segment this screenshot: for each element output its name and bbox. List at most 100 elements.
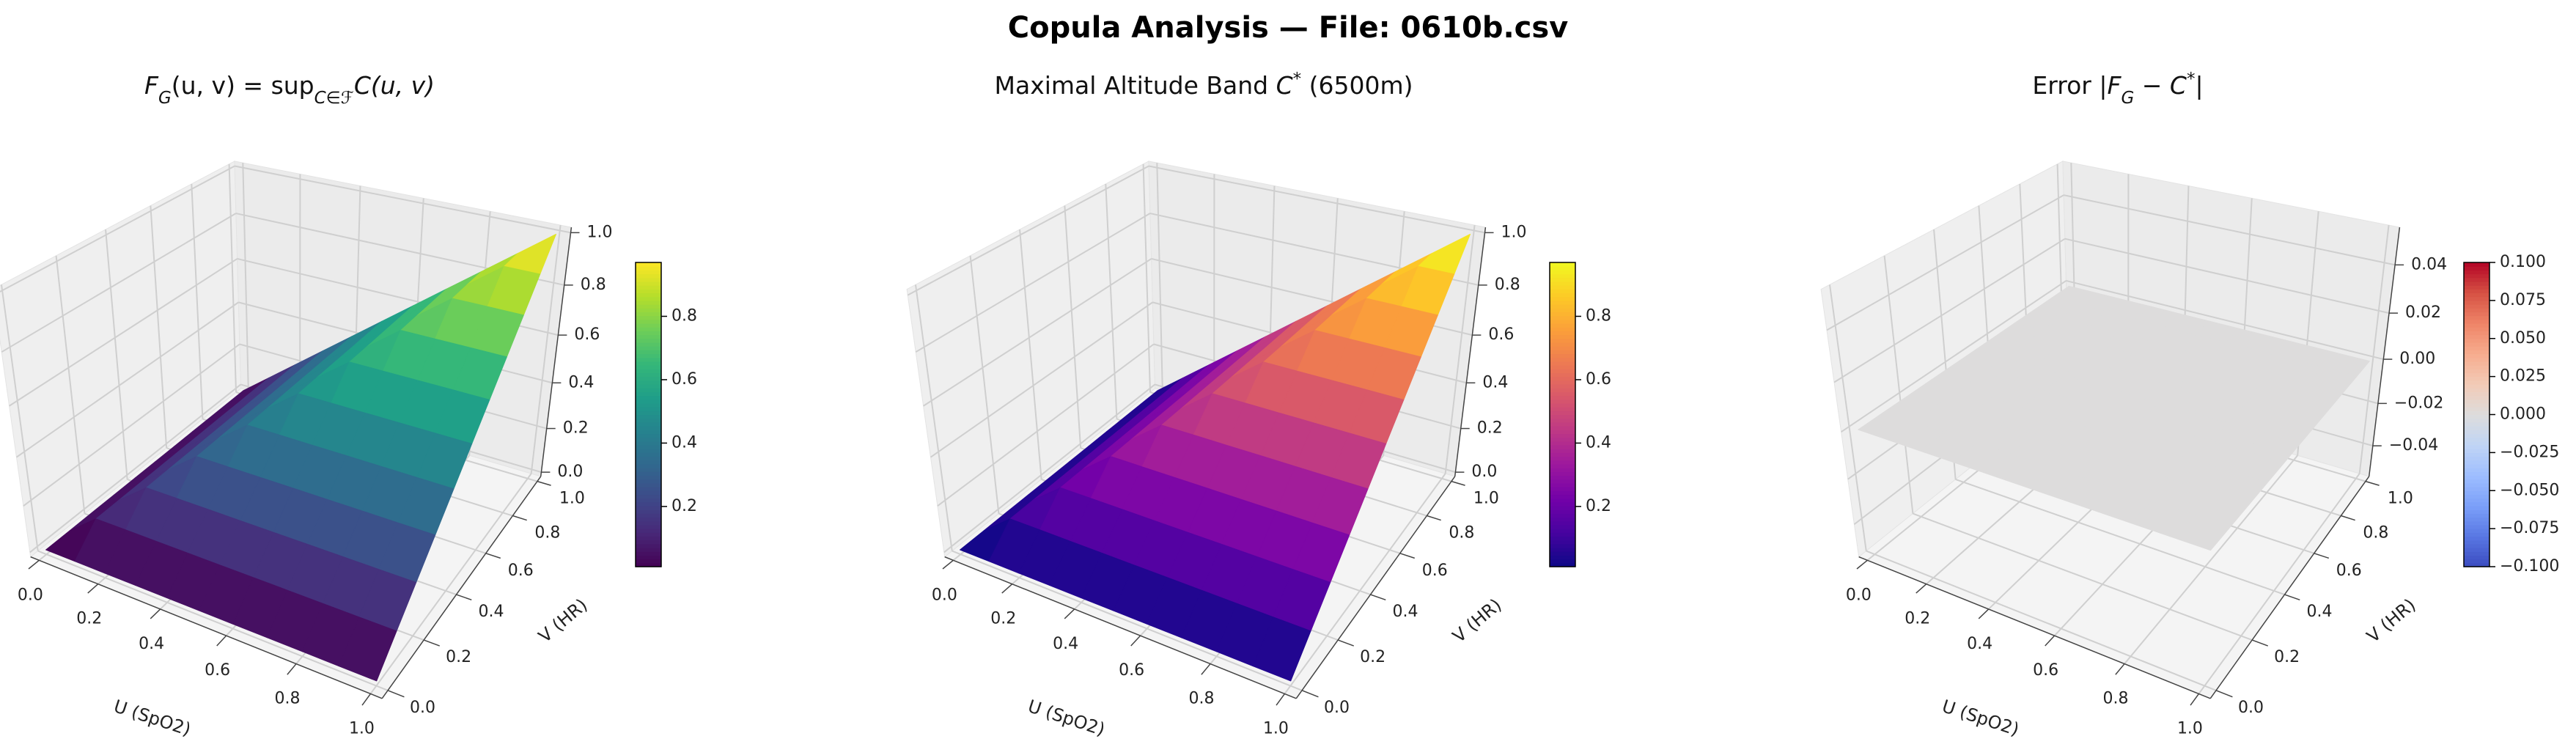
colorbar-segment [2464,304,2489,309]
colorbar-segment [2464,441,2489,446]
colorbar-segment [636,449,661,453]
title-part: | [2195,71,2203,100]
colorbar-segment [1550,372,1575,378]
colorbar-segment [2464,532,2489,537]
subplot-title: FG(u, v) = supC∈ℱC(u, v) [144,71,435,108]
colorbar-segment [636,350,661,355]
y-tick [1301,690,1319,698]
y-tick [485,553,501,559]
colorbar-segment [2464,422,2489,427]
colorbar-segment [636,338,661,343]
colorbar-segment [636,411,661,416]
grid-line [943,383,1156,553]
colorbar-segment [636,399,661,404]
y-tick [2251,639,2268,647]
colorbar-segment [1550,513,1575,518]
x-tick [2115,663,2125,675]
colorbar-segment [636,312,661,317]
grid-line [23,343,240,507]
y-tick [1451,480,1465,486]
colorbar-tick-label: −0.025 [2500,443,2559,461]
colorbar-segment [636,277,661,282]
colorbar-segment [636,273,661,279]
colorbar-segment [1550,346,1575,350]
colorbar-segment [1550,289,1575,294]
colorbar-segment [636,468,661,472]
y-tick-label: 0.0 [1324,699,1350,717]
x-tick [1856,559,1868,570]
z-tick-label: 0.0 [557,463,583,481]
colorbar-segment [1550,559,1575,564]
z-tick-label: 0.0 [1471,463,1497,481]
grid-line [2066,279,2384,361]
colorbar-segment [2464,426,2489,430]
grid-line [29,383,242,553]
colorbar-segment [636,532,661,537]
colorbar-segment [2464,350,2489,355]
title-part: C [2170,71,2187,100]
grid-line [15,301,239,458]
y-axis-line [1295,476,1456,699]
y-tick-label: 0.8 [2363,524,2388,542]
grid-line [369,473,532,695]
colorbar-segment [636,372,661,378]
colorbar-tick-label: 0.2 [671,497,697,515]
x-tick-label: 0.8 [1189,690,1215,708]
colorbar-segment [636,487,661,491]
colorbar-segment [1550,414,1575,419]
y-tick-label: 0.2 [1360,648,1385,666]
colorbar-segment [2464,540,2489,545]
colorbar-segment [2464,323,2489,328]
colorbar-segment [1550,395,1575,400]
colorbar-segment [636,357,661,362]
colorbar-segment [2464,494,2489,499]
colorbar-segment [1550,327,1575,331]
colorbar-segment [636,548,661,552]
title-part: (u, v) = sup [172,71,314,100]
colorbar-tick-label: 0.6 [1586,370,1611,389]
colorbar-segment [2464,463,2489,468]
colorbar-segment [1550,555,1575,560]
title-part: C(u, v) [354,71,435,100]
z-axis-line [1454,227,1487,477]
colorbar-segment [636,437,661,442]
x-axis-line [944,556,1297,699]
colorbar-segment [2464,292,2489,298]
colorbar-segment [2464,460,2489,465]
colorbar-segment [1550,449,1575,453]
y-tick [537,480,551,486]
colorbar-segment [2464,501,2489,507]
colorbar-segment [1550,285,1575,290]
x-tick [361,693,372,706]
x-tick-label: 0.4 [1053,635,1078,653]
grid-line [228,163,238,393]
grid-line [930,301,1153,458]
colorbar-segment [636,292,661,298]
x-axis-label: U (SpO2) [1940,696,2022,740]
y-tick-label: 0.0 [2238,699,2264,717]
colorbar-segment [636,471,661,476]
grid-line [150,205,168,449]
colorbar-tick-label: 0.100 [2500,253,2546,271]
colorbar-segment [1550,411,1575,416]
grid-line [1,213,237,353]
colorbar-segment [636,422,661,427]
colorbar-tick-label: 0.2 [1586,497,1611,515]
colorbar-segment [1550,266,1575,271]
colorbar-segment [1550,456,1575,461]
colorbar-segment [2464,384,2489,389]
grid-line [915,213,1151,353]
colorbar-segment [2464,308,2489,313]
colorbar-segment [636,463,661,468]
grid-line [105,229,128,480]
colorbar-segment [636,498,661,503]
title-part: Error | [2032,71,2107,100]
colorbar-segment [2464,296,2489,301]
colorbar-segment [636,315,661,320]
colorbar-segment [2464,338,2489,343]
colorbar-segment [636,536,661,541]
colorbar-segment [1550,312,1575,317]
colorbar-segment [2464,418,2489,423]
x-tick-label: 0.2 [1905,610,1930,628]
colorbar-segment [2464,380,2489,385]
